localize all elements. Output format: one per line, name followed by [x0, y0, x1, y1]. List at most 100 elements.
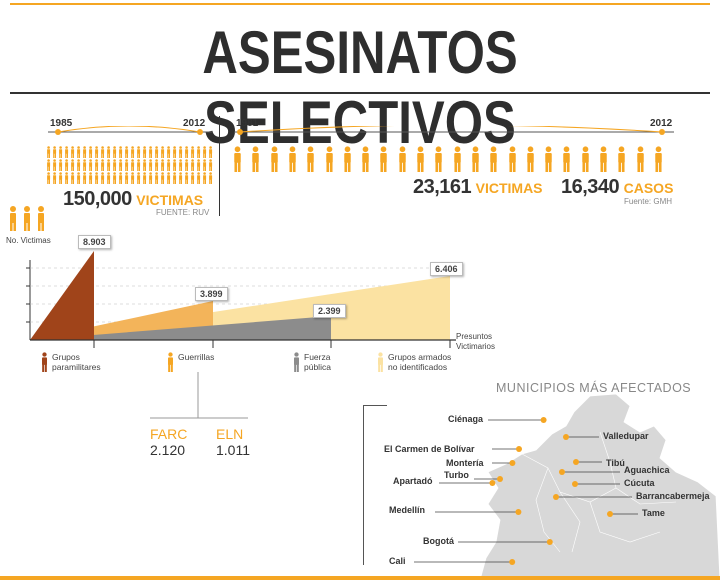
city-label: Montería	[446, 458, 484, 468]
city-label: Bogotá	[423, 536, 454, 546]
person-icon	[53, 172, 57, 184]
gmh-cases-total: 16,340 CASOS	[561, 176, 673, 199]
person-icon	[289, 146, 296, 172]
municipios-title: MUNICIPIOS MÁS AFECTADOS	[496, 381, 692, 395]
gmh-victims-total: 23,161 VICTIMAS	[413, 176, 543, 199]
person-icon	[234, 146, 241, 172]
person-icon	[435, 146, 443, 172]
person-icon	[71, 159, 75, 171]
person-icon	[47, 172, 51, 184]
person-icon	[270, 146, 278, 172]
person-icon	[185, 146, 189, 158]
chart-people-icon	[10, 206, 44, 231]
person-icon	[453, 146, 461, 172]
person-icon	[344, 146, 351, 172]
person-icon	[59, 159, 63, 171]
city-label: Barrancabermeja	[636, 491, 710, 501]
person-icon	[65, 159, 69, 171]
person-icon	[161, 172, 165, 184]
city-leader-line	[572, 481, 620, 487]
city-label: Cali	[389, 556, 406, 566]
gunman-icon	[168, 352, 173, 372]
person-icon	[167, 146, 171, 158]
person-icon	[83, 159, 87, 171]
person-icon	[472, 146, 479, 172]
person-icon	[185, 159, 189, 171]
city-label: Aguachica	[624, 465, 670, 475]
value-label: 6.406	[430, 261, 463, 276]
area-wedge-1	[30, 250, 94, 340]
person-icon	[203, 159, 207, 171]
person-icon	[143, 172, 147, 184]
person-icon	[53, 146, 57, 158]
person-icon	[362, 146, 369, 172]
person-icon	[107, 159, 111, 171]
actor-label: Grupos armados no identificados	[376, 352, 451, 372]
actor-name-line2: pública	[304, 362, 331, 372]
person-icon	[197, 159, 201, 171]
value-label: 3.899	[195, 287, 228, 301]
person-icon	[161, 146, 165, 158]
victims-area-chart	[26, 250, 456, 348]
city-leader-line	[434, 509, 521, 515]
city-leader-line	[458, 539, 553, 545]
city-leader-line	[474, 476, 503, 482]
person-icon	[77, 172, 81, 184]
person-icon	[65, 146, 69, 158]
person-icon	[131, 159, 135, 171]
chart-ylabel: No. Victimas	[6, 236, 51, 245]
person-icon	[173, 159, 177, 171]
actor-name-line1: Grupos armados	[388, 352, 452, 362]
person-icon	[113, 172, 117, 184]
person-icon	[197, 172, 201, 184]
person-icon	[398, 146, 406, 172]
area-wedge-3	[30, 316, 331, 340]
person-icon	[113, 159, 117, 171]
ruv-source: FUENTE: RUV	[156, 208, 210, 217]
gmh-people-icons	[232, 146, 672, 172]
gmh-victims-number: 23,161	[413, 176, 472, 198]
person-icon	[77, 159, 81, 171]
person-icon	[71, 146, 75, 158]
actor-name-line2: paramilitares	[52, 362, 101, 372]
gmh-end-year: 2012	[650, 118, 673, 129]
gmh-cases-number: 16,340	[561, 176, 620, 198]
actor-name-line1: Guerrillas	[178, 352, 215, 362]
person-icon	[155, 172, 159, 184]
gmh-victims-word: VICTIMAS	[475, 180, 543, 196]
top-rule	[10, 3, 710, 5]
person-icon	[113, 146, 117, 158]
ruv-timeline	[48, 126, 212, 135]
person-icon	[59, 172, 63, 184]
person-icon	[71, 172, 75, 184]
person-icon	[490, 146, 497, 172]
person-icon	[119, 159, 123, 171]
chart-xlabel: Presuntos Victimarios	[456, 332, 495, 351]
city-label: El Carmen de Bolívar	[384, 444, 475, 454]
person-icon	[119, 172, 123, 184]
actor-label: Guerrillas	[166, 352, 214, 372]
person-icon	[545, 146, 552, 172]
eln-name: ELN	[216, 426, 244, 442]
person-icon	[137, 172, 141, 184]
person-icon	[143, 159, 147, 171]
eln-value: 1.011	[216, 442, 250, 458]
person-icon	[47, 146, 51, 158]
actor-name-line2: no identificados	[388, 362, 448, 372]
ruv-total: 150,000 VICTIMAS	[63, 188, 203, 211]
guerrilla-bracket	[150, 372, 248, 419]
ruv-number: 150,000	[63, 188, 132, 210]
city-label: Ciénaga	[448, 414, 484, 424]
value-label: 8.903	[78, 234, 111, 249]
person-icon	[191, 172, 195, 184]
gmh-cases-word: CASOS	[623, 180, 674, 196]
city-label: Tibú	[606, 458, 625, 468]
person-icon	[508, 146, 516, 172]
person-icon	[125, 172, 129, 184]
person-icon	[143, 146, 147, 158]
person-icon	[89, 159, 93, 171]
colombia-map	[479, 393, 720, 580]
person-icon	[77, 146, 81, 158]
person-icon	[173, 172, 177, 184]
actor-name-line1: Grupos	[52, 352, 80, 362]
